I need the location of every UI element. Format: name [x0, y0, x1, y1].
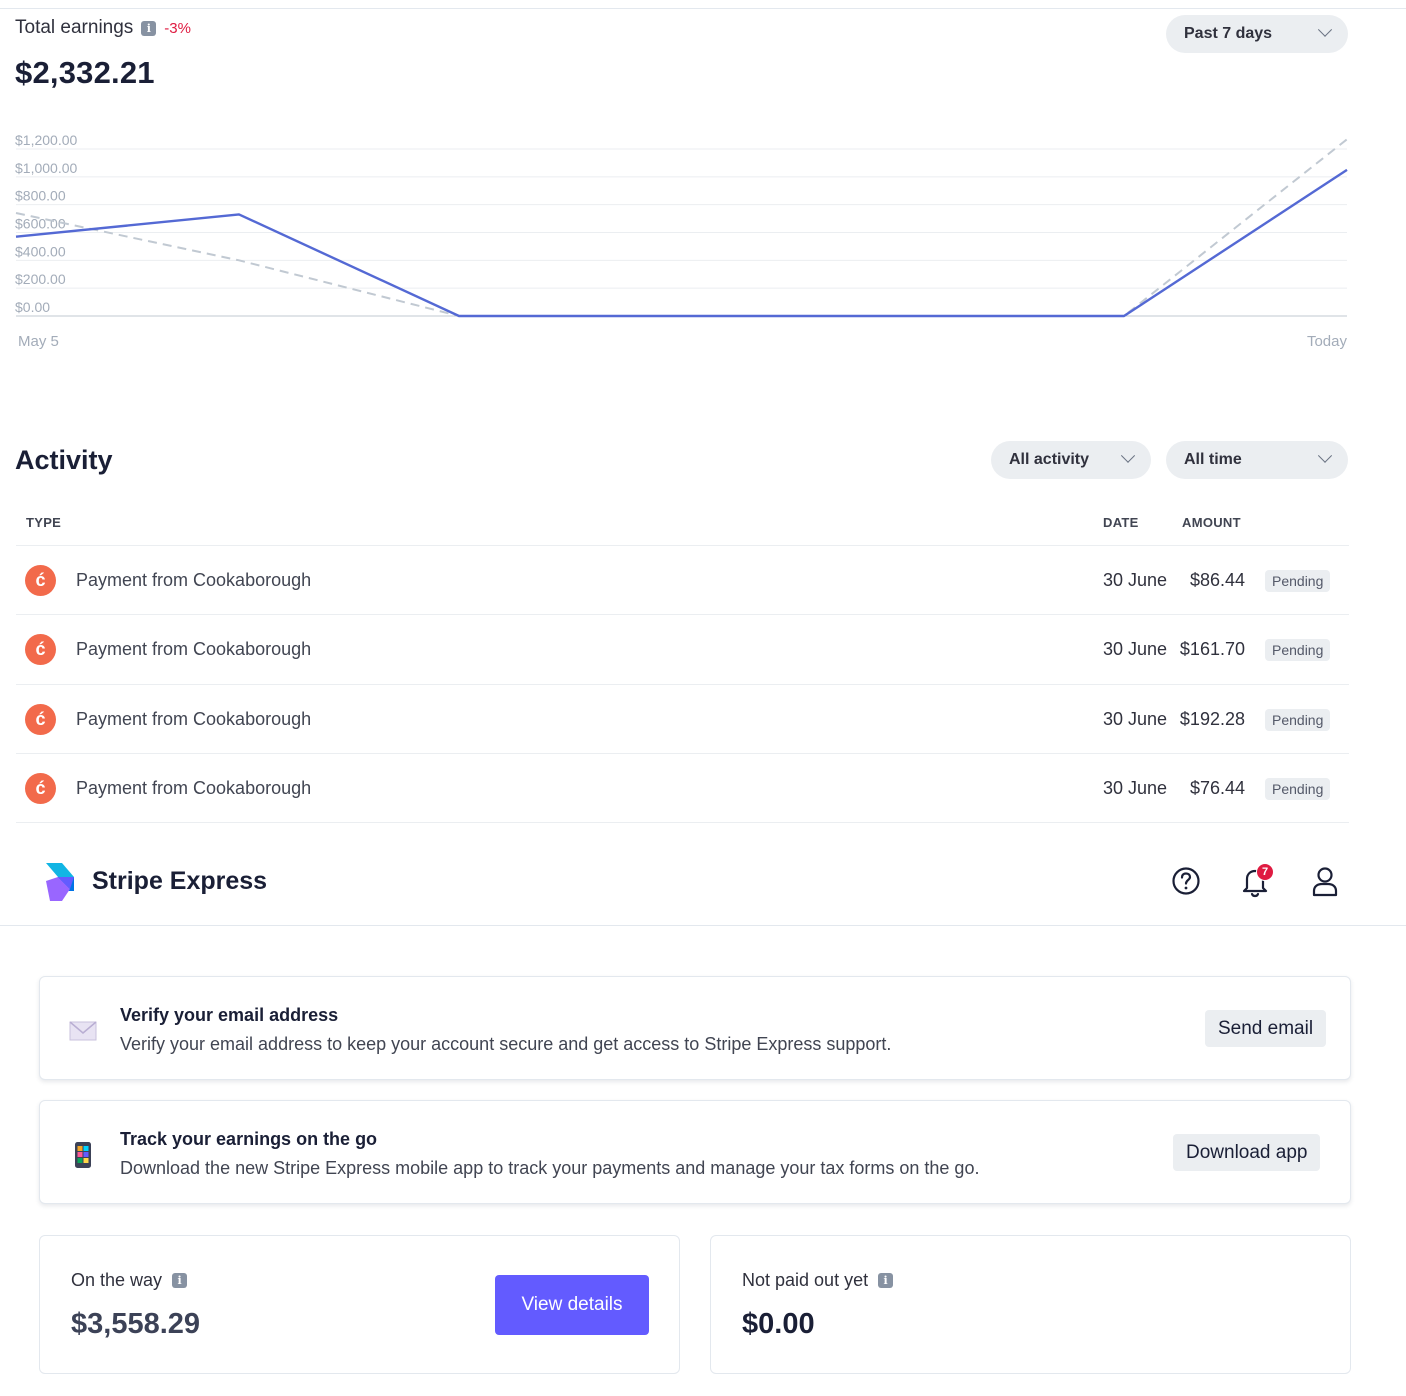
earnings-heading: Total earnings i -3%	[15, 17, 191, 39]
cookaborough-logo-icon: ć	[25, 634, 56, 665]
status-badge: Pending	[1265, 638, 1331, 661]
table-row[interactable]: ć Payment from Cookaborough 30 June $86.…	[16, 546, 1349, 615]
chart-x-tick-label: May 5	[18, 333, 59, 350]
chart-y-tick-label: $200.00	[15, 271, 66, 287]
earnings-chart: $1,200.00 $1,000.00 $800.00 $600.00 $400.00 $…	[15, 132, 1348, 350]
row-amount: $192.28	[1179, 709, 1245, 729]
chart-comparison-series	[15, 138, 1348, 317]
top-divider	[0, 8, 1406, 9]
column-header-date: DATE	[1103, 515, 1139, 530]
chart-y-tick-label: $0.00	[15, 299, 50, 315]
envelope-icon	[69, 1021, 97, 1041]
on-the-way-heading: On the way i	[71, 1270, 188, 1291]
date-range-label: Past 7 days	[1184, 25, 1273, 42]
status-badge: Pending	[1265, 708, 1331, 731]
column-header-type: TYPE	[26, 515, 62, 530]
table-row[interactable]: ć Payment from Cookaborough 30 June $192…	[16, 685, 1349, 754]
activity-time-label: All time	[1184, 451, 1242, 468]
phone-icon	[75, 1142, 91, 1168]
info-icon[interactable]: i	[878, 1273, 894, 1288]
row-divider	[16, 684, 1349, 685]
chart-y-tick-label: $1,200.00	[15, 132, 77, 148]
earnings-total: $2,332.21	[15, 55, 155, 90]
row-date: 30 June	[1103, 639, 1168, 659]
activity-title: Activity	[15, 445, 113, 475]
row-type: Payment from Cookaborough	[76, 639, 312, 659]
on-the-way-value: $3,558.29	[71, 1308, 201, 1340]
chart-y-tick-label: $400.00	[15, 243, 66, 259]
table-row[interactable]: ć Payment from Cookaborough 30 June $161…	[16, 615, 1349, 684]
chart-x-tick-label: Today	[1307, 333, 1348, 350]
row-type: Payment from Cookaborough	[76, 570, 312, 590]
info-icon[interactable]: i	[172, 1273, 188, 1288]
help-icon[interactable]	[1170, 864, 1202, 898]
notice-body: Download the new Stripe Express mobile a…	[120, 1158, 980, 1178]
download-app-button[interactable]: Download app	[1173, 1134, 1321, 1171]
status-badge: Pending	[1265, 777, 1331, 800]
on-the-way-card: On the way i $3,558.29 View details	[39, 1235, 680, 1374]
cookaborough-logo-icon: ć	[25, 704, 56, 735]
date-range-dropdown[interactable]: Past 7 days	[1166, 15, 1348, 53]
row-divider	[16, 822, 1349, 823]
column-header-amount: AMOUNT	[1182, 515, 1241, 530]
notice-title: Verify your email address	[120, 1005, 339, 1025]
table-row[interactable]: ć Payment from Cookaborough 30 June $76.…	[16, 754, 1349, 823]
row-type: Payment from Cookaborough	[76, 778, 312, 798]
earnings-change: -3%	[164, 19, 191, 37]
not-paid-out-label: Not paid out yet	[742, 1270, 869, 1290]
chart-y-tick-label: $800.00	[15, 188, 66, 204]
notification-badge: 7	[1256, 863, 1274, 881]
cookaborough-logo-icon: ć	[25, 773, 56, 804]
user-icon[interactable]	[1309, 864, 1341, 898]
row-date: 30 June	[1103, 709, 1168, 729]
row-divider	[16, 614, 1349, 615]
mobile-app-notice: Track your earnings on the go Download t…	[39, 1100, 1351, 1204]
not-paid-out-value: $0.00	[742, 1308, 815, 1340]
chart-earnings-series	[15, 168, 1348, 318]
row-amount: $161.70	[1179, 639, 1245, 659]
chevron-down-icon	[1317, 448, 1333, 463]
info-icon[interactable]: i	[141, 20, 157, 36]
chevron-down-icon	[1317, 22, 1333, 37]
notice-title: Track your earnings on the go	[120, 1129, 378, 1149]
row-date: 30 June	[1103, 778, 1168, 798]
status-badge: Pending	[1265, 569, 1331, 592]
row-type: Payment from Cookaborough	[76, 709, 312, 729]
not-paid-out-heading: Not paid out yet i	[742, 1270, 894, 1291]
row-divider	[16, 753, 1349, 754]
row-amount: $86.44	[1189, 570, 1245, 590]
earnings-title: Total earnings	[15, 17, 134, 38]
cookaborough-logo-icon: ć	[25, 565, 56, 596]
row-divider	[16, 545, 1349, 546]
stripe-express-logo-icon[interactable]	[44, 861, 76, 903]
row-amount: $76.44	[1189, 778, 1245, 798]
on-the-way-label: On the way	[71, 1270, 163, 1290]
send-email-button[interactable]: Send email	[1205, 1010, 1327, 1047]
notice-body: Verify your email address to keep your a…	[120, 1034, 892, 1054]
activity-time-filter[interactable]: All time	[1166, 441, 1348, 479]
verify-email-notice: Verify your email address Verify your em…	[39, 976, 1351, 1080]
chart-y-tick-label: $600.00	[15, 216, 66, 232]
header-divider	[0, 925, 1406, 926]
activity-type-filter[interactable]: All activity	[991, 441, 1151, 479]
view-details-button[interactable]: View details	[495, 1275, 649, 1335]
not-paid-out-card: Not paid out yet i $0.00	[710, 1235, 1351, 1374]
row-date: 30 June	[1103, 570, 1168, 590]
chevron-down-icon	[1120, 448, 1136, 463]
brand-name: Stripe Express	[92, 867, 268, 895]
chart-y-tick-label: $1,000.00	[15, 160, 77, 176]
activity-type-label: All activity	[1009, 451, 1090, 468]
